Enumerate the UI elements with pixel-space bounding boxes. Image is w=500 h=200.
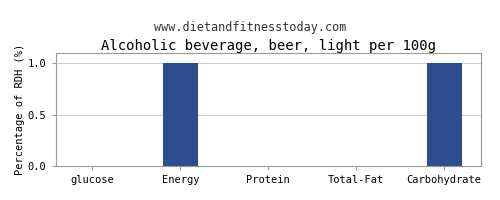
Y-axis label: Percentage of RDH (%): Percentage of RDH (%) bbox=[15, 44, 25, 175]
Text: www.dietandfitnesstoday.com: www.dietandfitnesstoday.com bbox=[154, 21, 346, 34]
Bar bbox=[163, 63, 198, 166]
Title: Alcoholic beverage, beer, light per 100g: Alcoholic beverage, beer, light per 100g bbox=[101, 39, 436, 53]
Bar bbox=[426, 63, 462, 166]
